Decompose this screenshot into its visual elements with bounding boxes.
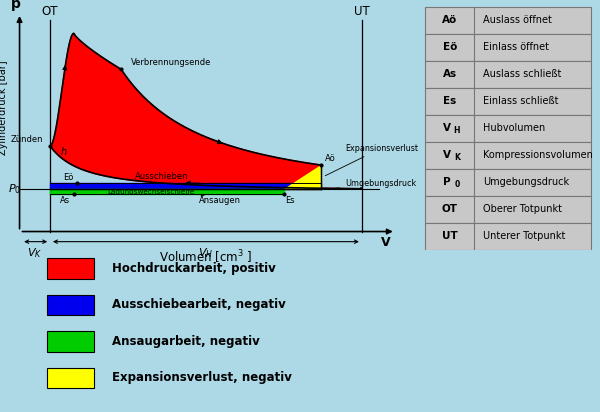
Text: Volumen [cm$^3$ ]: Volumen [cm$^3$ ] <box>159 248 253 266</box>
Text: UT: UT <box>354 5 370 18</box>
Text: $V_K$: $V_K$ <box>27 247 43 260</box>
Bar <box>425 61 590 88</box>
Text: 0: 0 <box>454 180 460 189</box>
Bar <box>47 368 94 388</box>
Text: Kompressionsvolumen: Kompressionsvolumen <box>483 150 593 160</box>
Text: $P_0$: $P_0$ <box>8 182 21 196</box>
Text: Zylinderdruck [bar]: Zylinderdruck [bar] <box>0 61 8 155</box>
Text: Ausschiebearbeit, negativ: Ausschiebearbeit, negativ <box>112 298 286 311</box>
Text: OT: OT <box>42 5 58 18</box>
Text: Eö: Eö <box>64 173 74 182</box>
Text: Ladungswechselschleife: Ladungswechselschleife <box>107 189 195 194</box>
Text: Eö: Eö <box>443 42 457 52</box>
Text: Ansaugen: Ansaugen <box>199 196 241 204</box>
Text: Expansionsverlust: Expansionsverlust <box>325 144 418 176</box>
Text: Aö: Aö <box>325 154 335 163</box>
Text: As: As <box>443 69 457 79</box>
Text: Es: Es <box>443 96 457 106</box>
Text: H: H <box>454 126 460 135</box>
Text: Ansaugarbeit, negativ: Ansaugarbeit, negativ <box>112 335 260 348</box>
Bar <box>425 169 590 196</box>
Bar <box>425 88 590 115</box>
Text: Einlass öffnet: Einlass öffnet <box>483 42 549 52</box>
Bar <box>425 33 590 61</box>
Text: Unterer Totpunkt: Unterer Totpunkt <box>483 231 565 241</box>
Text: Zünden: Zünden <box>11 135 43 144</box>
Text: UT: UT <box>442 231 458 241</box>
Text: OT: OT <box>442 204 458 214</box>
Text: Umgebungsdruck: Umgebungsdruck <box>334 179 416 188</box>
Bar <box>47 258 94 279</box>
Bar <box>425 7 590 33</box>
Text: Hubvolumen: Hubvolumen <box>483 123 545 133</box>
Bar <box>425 222 590 250</box>
Text: Verbrennungsende: Verbrennungsende <box>131 58 212 67</box>
Bar <box>47 295 94 315</box>
Text: Aö: Aö <box>442 15 457 25</box>
Text: Expansionsverlust, negativ: Expansionsverlust, negativ <box>112 371 292 384</box>
Bar <box>425 196 590 222</box>
Polygon shape <box>50 33 362 189</box>
Text: Auslass schließt: Auslass schließt <box>483 69 561 79</box>
Text: $V_H$: $V_H$ <box>198 247 214 260</box>
Bar <box>425 142 590 169</box>
Text: Umgebungsdruck: Umgebungsdruck <box>483 177 569 187</box>
Text: p: p <box>11 0 21 11</box>
Text: K: K <box>454 153 460 162</box>
Text: Oberer Totpunkt: Oberer Totpunkt <box>483 204 562 214</box>
Bar <box>47 331 94 352</box>
Text: P: P <box>443 177 451 187</box>
Text: Einlass schließt: Einlass schließt <box>483 96 558 106</box>
Text: V: V <box>380 236 391 249</box>
Text: Hochdruckarbeit, positiv: Hochdruckarbeit, positiv <box>112 262 275 275</box>
Text: As: As <box>60 196 70 204</box>
Text: Ausschieben: Ausschieben <box>135 172 188 181</box>
Text: Es: Es <box>286 196 295 204</box>
Polygon shape <box>284 165 321 189</box>
Text: h: h <box>60 147 67 157</box>
Text: V: V <box>443 123 451 133</box>
Bar <box>425 115 590 142</box>
Text: V: V <box>443 150 451 160</box>
Text: Auslass öffnet: Auslass öffnet <box>483 15 551 25</box>
